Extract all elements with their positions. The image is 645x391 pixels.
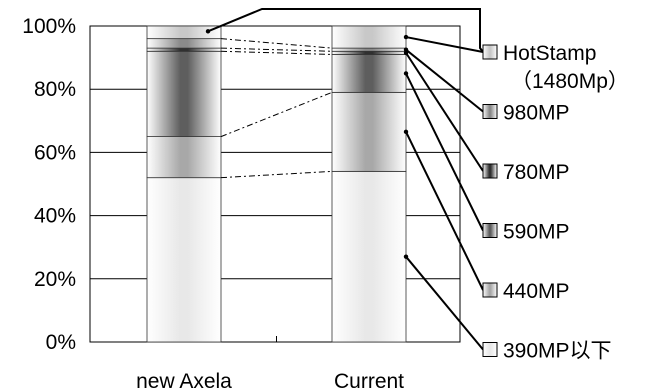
legend-swatch	[482, 342, 498, 357]
category-label: new Axela	[136, 370, 232, 391]
segment-connector	[220, 50, 333, 55]
y-tick-label: 60%	[34, 141, 76, 164]
y-tick-label: 40%	[34, 205, 76, 228]
legend-label: 780MP	[503, 161, 570, 184]
legend-swatch	[482, 223, 498, 238]
leader-line	[405, 256, 484, 351]
bar-segment-980MP-0	[146, 38, 222, 49]
legend-swatch	[482, 163, 498, 179]
leader-line	[405, 52, 484, 172]
y-tick-label: 100%	[22, 15, 76, 38]
legend-swatch	[482, 104, 498, 119]
y-tick-label: 0%	[46, 331, 76, 354]
bars	[146, 25, 407, 343]
leader-line	[405, 48, 484, 113]
legend-label: 980MP	[503, 102, 570, 125]
legend-label: 440MP	[503, 280, 570, 303]
y-tick-label: 20%	[34, 268, 76, 291]
legend-label: 390MP以下	[503, 340, 612, 363]
leader-line	[405, 72, 484, 231]
leader-line-hotstamp	[207, 8, 484, 53]
segment-connector	[220, 170, 333, 179]
bar-segment-390MP-0	[146, 177, 222, 343]
bar-segment-590MP-0	[146, 50, 222, 137]
bar-segment-440MP-0	[146, 136, 222, 179]
legend: HotStamp （1480Mp） 980MP 780MP 590MP 440MP 390M…	[482, 42, 629, 363]
segment-connectors	[220, 25, 333, 179]
segment-connector	[220, 47, 333, 52]
legend-sublabel: （1480Mp）	[511, 70, 629, 93]
leader-line	[405, 36, 484, 53]
axes: 0% 20% 40% 60% 80% 100% new Axela Current	[22, 15, 404, 391]
bar-segment-HotStamp-0	[146, 25, 222, 40]
leader-line	[405, 131, 484, 291]
bar-segment-390MP-1	[331, 170, 407, 343]
bar-segment-780MP-0	[146, 47, 222, 52]
bar-segment-780MP-1	[331, 50, 407, 55]
bar-segment-980MP-1	[331, 47, 407, 52]
legend-label: HotStamp	[503, 42, 596, 65]
bar-segment-HotStamp-1	[331, 25, 407, 49]
y-tick-label: 80%	[34, 78, 76, 101]
legend-label: 590MP	[503, 221, 570, 244]
segment-connector	[220, 38, 333, 49]
category-label: Current	[334, 370, 404, 391]
legend-swatch	[482, 282, 498, 298]
bar-segment-440MP-1	[331, 91, 407, 172]
legend-leader-lines	[205, 8, 484, 351]
segment-connector	[220, 91, 333, 138]
legend-swatch	[482, 44, 498, 60]
bar-segment-590MP-1	[331, 54, 407, 93]
